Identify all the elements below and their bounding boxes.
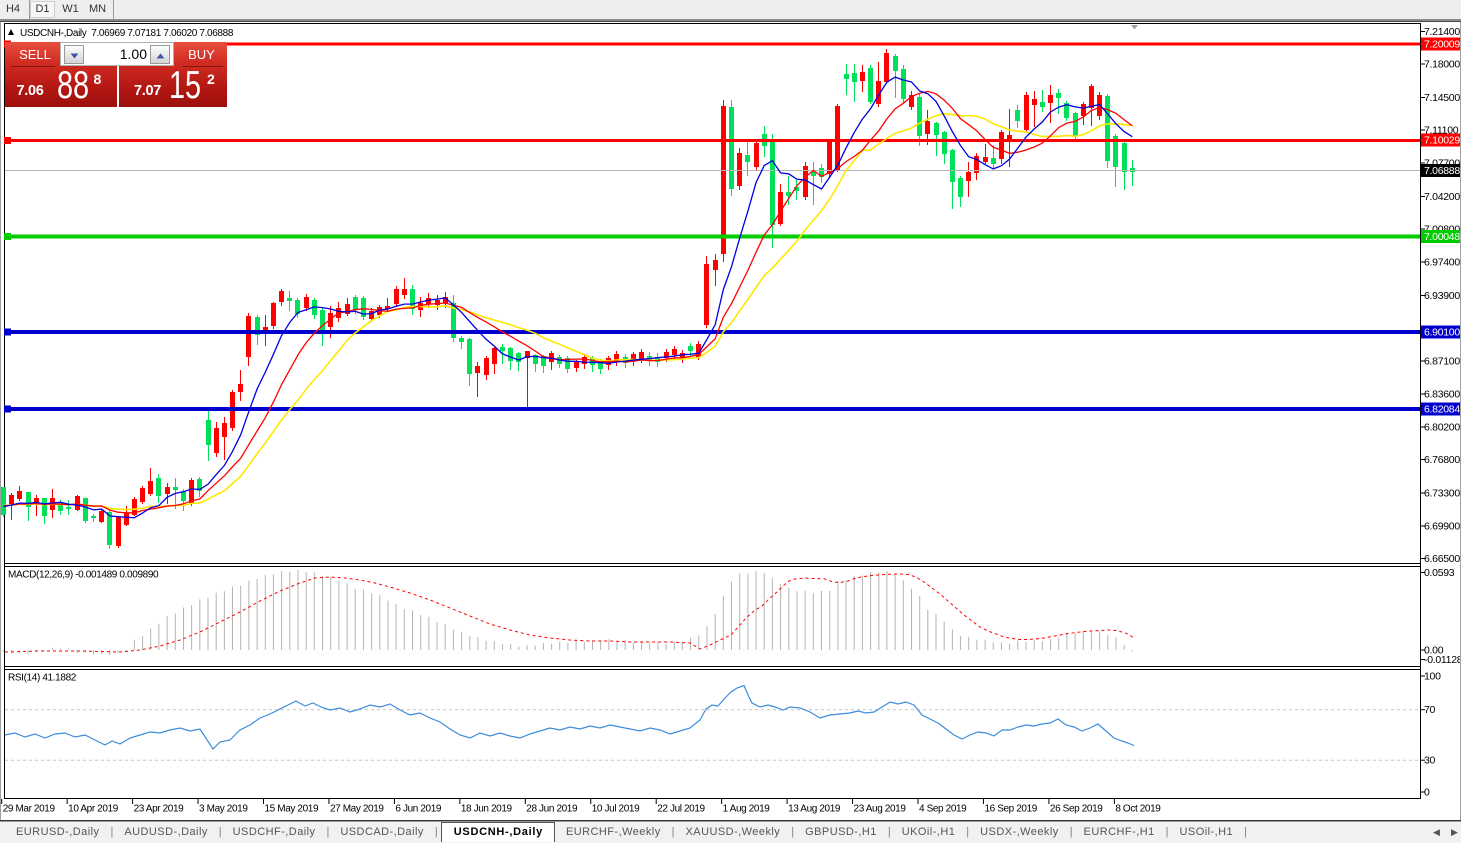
svg-text:29 Mar 2019: 29 Mar 2019 xyxy=(3,804,56,815)
svg-text:0.0593: 0.0593 xyxy=(1424,567,1455,579)
svg-text:7.20009: 7.20009 xyxy=(1424,39,1460,51)
svg-text:7.00048: 7.00048 xyxy=(1424,231,1460,243)
svg-text:0: 0 xyxy=(1424,787,1430,799)
svg-text:18 Jun 2019: 18 Jun 2019 xyxy=(461,804,513,815)
svg-text:28 Jun 2019: 28 Jun 2019 xyxy=(526,804,578,815)
svg-text:22 Jul 2019: 22 Jul 2019 xyxy=(657,804,705,815)
svg-text:7.14500: 7.14500 xyxy=(1424,92,1460,104)
svg-text:4 Sep 2019: 4 Sep 2019 xyxy=(919,804,967,815)
svg-text:6.76800: 6.76800 xyxy=(1424,454,1460,466)
svg-text:6.73300: 6.73300 xyxy=(1424,488,1460,500)
svg-text:26 Sep 2019: 26 Sep 2019 xyxy=(1050,804,1103,815)
svg-text:7.21400: 7.21400 xyxy=(1424,26,1460,38)
svg-text:13 Aug 2019: 13 Aug 2019 xyxy=(788,804,841,815)
svg-text:6.97400: 6.97400 xyxy=(1424,257,1460,269)
svg-text:1 Aug 2019: 1 Aug 2019 xyxy=(723,804,771,815)
svg-text:RSI(14) 41.1882: RSI(14) 41.1882 xyxy=(8,673,77,684)
svg-text:MACD(12,26,9) -0.001489 0.0098: MACD(12,26,9) -0.001489 0.009890 xyxy=(8,570,159,581)
svg-text:70: 70 xyxy=(1424,704,1436,716)
svg-text:6.83600: 6.83600 xyxy=(1424,389,1460,401)
svg-text:30: 30 xyxy=(1424,755,1436,767)
svg-text:0.00: 0.00 xyxy=(1424,645,1444,657)
svg-text:7.04200: 7.04200 xyxy=(1424,191,1460,203)
svg-text:3 May 2019: 3 May 2019 xyxy=(199,804,248,815)
svg-text:-0.011289: -0.011289 xyxy=(1424,654,1461,666)
svg-text:10 Jul 2019: 10 Jul 2019 xyxy=(592,804,640,815)
svg-text:10 Apr 2019: 10 Apr 2019 xyxy=(68,804,119,815)
svg-text:6.69900: 6.69900 xyxy=(1424,521,1460,533)
svg-text:6 Jun 2019: 6 Jun 2019 xyxy=(395,804,442,815)
svg-text:23 Apr 2019: 23 Apr 2019 xyxy=(134,804,185,815)
svg-text:15 May 2019: 15 May 2019 xyxy=(265,804,319,815)
svg-text:8 Oct 2019: 8 Oct 2019 xyxy=(1115,804,1161,815)
svg-text:6.93900: 6.93900 xyxy=(1424,290,1460,302)
svg-text:7.06888: 7.06888 xyxy=(1424,165,1460,177)
svg-text:7.10029: 7.10029 xyxy=(1424,135,1460,147)
svg-text:6.90100: 6.90100 xyxy=(1424,327,1460,339)
svg-text:100: 100 xyxy=(1424,671,1441,683)
svg-text:23 Aug 2019: 23 Aug 2019 xyxy=(854,804,907,815)
svg-text:27 May 2019: 27 May 2019 xyxy=(330,804,384,815)
svg-text:16 Sep 2019: 16 Sep 2019 xyxy=(984,804,1037,815)
svg-text:6.82084: 6.82084 xyxy=(1424,404,1460,416)
svg-text:6.87100: 6.87100 xyxy=(1424,356,1460,368)
svg-text:6.80200: 6.80200 xyxy=(1424,422,1460,434)
svg-text:6.66500: 6.66500 xyxy=(1424,553,1460,565)
svg-text:USDCNH-,Daily 7.06969 7.07181: USDCNH-,Daily 7.06969 7.07181 7.06020 7.… xyxy=(20,28,234,39)
svg-text:7.18000: 7.18000 xyxy=(1424,59,1460,71)
